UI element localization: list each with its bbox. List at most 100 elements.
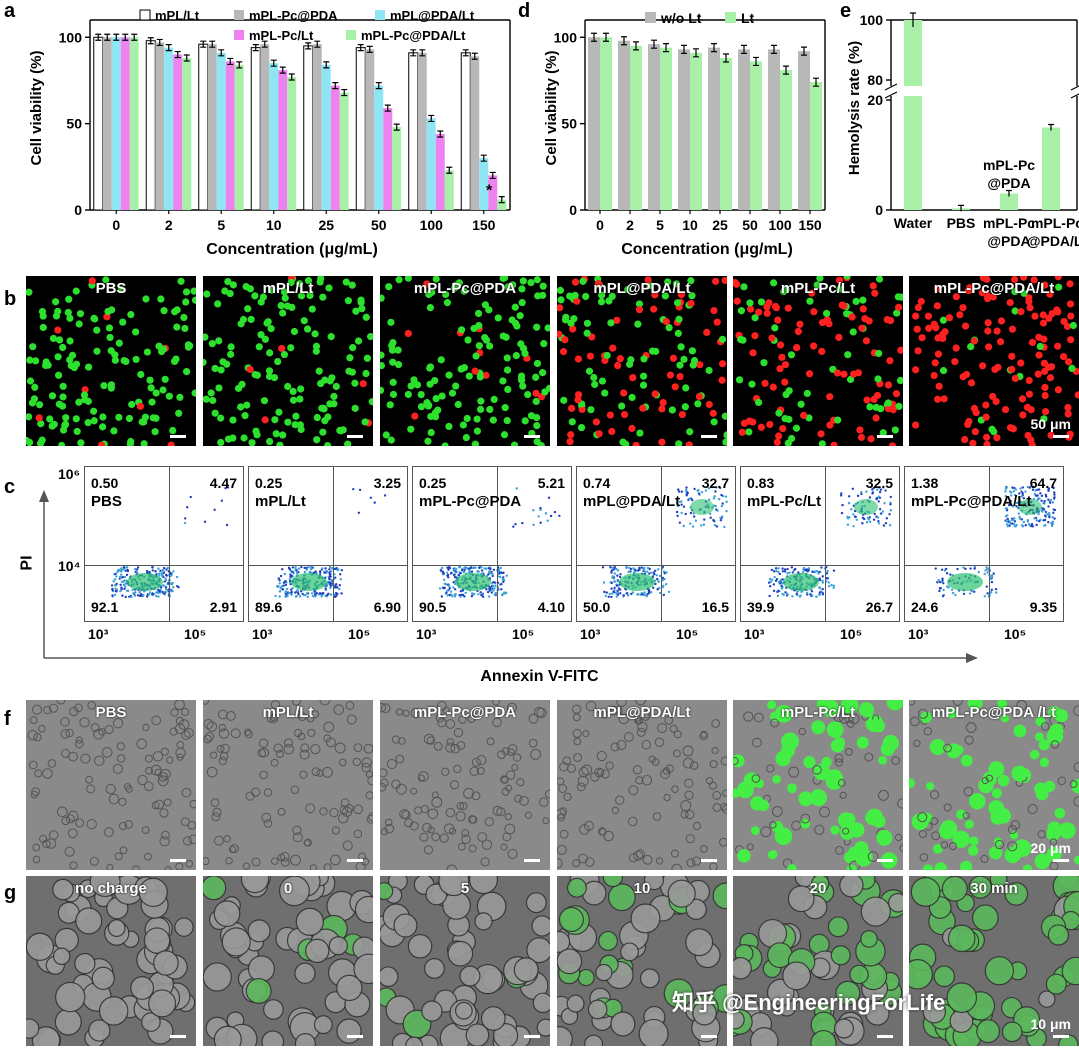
bar [750,61,762,210]
bar [798,51,810,210]
micrograph-cells [203,276,373,446]
scale-bar [877,435,893,438]
error-bar [122,33,129,41]
bar [678,49,690,211]
bar [470,56,480,210]
legend-label: mPL-Pc@PDA/Lt [361,28,466,43]
xtick-label: 25 [712,217,728,233]
flow-plot-2: 0.25 3.25 89.6 6.90 mPL/Lt [248,466,408,622]
error-bar [332,82,339,90]
scale-bar [1053,435,1069,438]
quadrant-lr-value: 16.5 [701,599,729,615]
flow-xtick-label: 10⁵ [840,626,863,642]
flow-sample-name: mPL-Pc/Lt [747,493,822,510]
scale-bar [347,435,363,438]
legend-swatch [346,30,356,40]
error-bar [270,59,277,67]
flow-plot-6: 1.38 64.7 24.6 9.35 mPL-Pc@PDA/Lt [904,466,1064,622]
gate-vertical [825,467,826,621]
bar [330,85,340,210]
error-bar [723,53,729,63]
quadrant-ul-value: 0.25 [419,475,447,491]
error-bar [252,44,259,52]
bar [234,64,244,210]
gate-horizontal [741,565,899,566]
bar [600,37,612,210]
scale-bar [170,859,186,862]
bar [173,54,183,210]
bar [479,158,489,210]
bar [269,63,279,210]
micrograph-title: mPL-Pc@PDA [413,704,517,721]
flow-scatter [110,486,230,599]
flow-sample-name: mPL/Lt [255,493,306,510]
flow-scatter [274,487,387,599]
gate-horizontal [577,565,735,566]
micrograph-title: mPL/Lt [262,280,314,297]
scale-bar [170,1035,186,1038]
gate-horizontal [413,565,571,566]
scale-bar-label: 50 μm [1030,416,1071,432]
error-bar [446,166,453,174]
micrograph-6: mPL-Pc@PDA /Lt 20 μm [909,700,1079,870]
micrograph-cells [733,876,903,1046]
micrograph-4: mPL@PDA/Lt [557,276,727,446]
error-bar [633,41,639,51]
flow-scatter [438,487,561,598]
gate-horizontal [249,565,407,566]
panel-letter-b: b [4,288,17,310]
micrograph-cells [733,700,903,870]
error-bar [323,61,330,69]
error-bar [651,39,657,49]
micrograph-5: mPL-Pc/Lt [733,700,903,870]
xtick-label: 150 [472,217,496,233]
error-bar [288,73,295,81]
panel-c-xlabel: Annexin V-FITC [480,668,599,685]
micrograph-3: 5 [380,876,550,1046]
quadrant-ul-value: 1.38 [911,475,939,491]
xtick-label: 100 [420,217,444,233]
flow-plot-5: 0.83 32.5 39.9 26.7 mPL-Pc/Lt [740,466,900,622]
gate-horizontal [85,565,243,566]
flow-scatter [934,485,1057,598]
bar [129,37,139,210]
micrograph-title: PBS [95,704,127,721]
legend-label: mPL@PDA/Lt [390,8,475,23]
error-bar [681,44,687,54]
micrograph-cells [203,876,373,1046]
bar [198,43,209,211]
bar [660,47,672,210]
error-bar [261,40,268,48]
bar [618,40,630,211]
flow-xtick-label: 10³ [88,626,109,642]
error-bar [771,44,777,54]
panel-letter-f: f [4,708,11,730]
bar [321,64,331,210]
bar [383,108,393,210]
scale-bar [524,435,540,438]
bar [93,36,104,211]
error-bar [410,49,417,57]
error-bar [437,130,444,138]
error-bar [147,37,154,45]
scale-bar [877,1035,893,1038]
micrograph-cells [909,700,1079,870]
quadrant-ur-value: 4.47 [209,475,237,491]
micrograph-title: mPL-Pc@PDA /Lt [931,704,1057,721]
legend-swatch [725,12,736,23]
micrograph-cells [380,276,550,446]
flow-xtick-label: 10⁵ [1004,626,1027,642]
bar [278,70,288,210]
micrograph-title: 0 [283,880,293,897]
bar [435,134,445,210]
bar [810,82,822,210]
error-bar [183,54,190,62]
quadrant-ul-value: 0.25 [255,475,283,491]
error-bar [314,40,321,48]
error-bar [236,61,243,69]
gate-vertical [169,467,170,621]
error-bar [480,154,487,162]
xtick-label: @PDA [987,233,1030,249]
chart-d-ylabel: Cell viability (%) [543,50,560,165]
micrograph-title: mPL/Lt [262,704,314,721]
